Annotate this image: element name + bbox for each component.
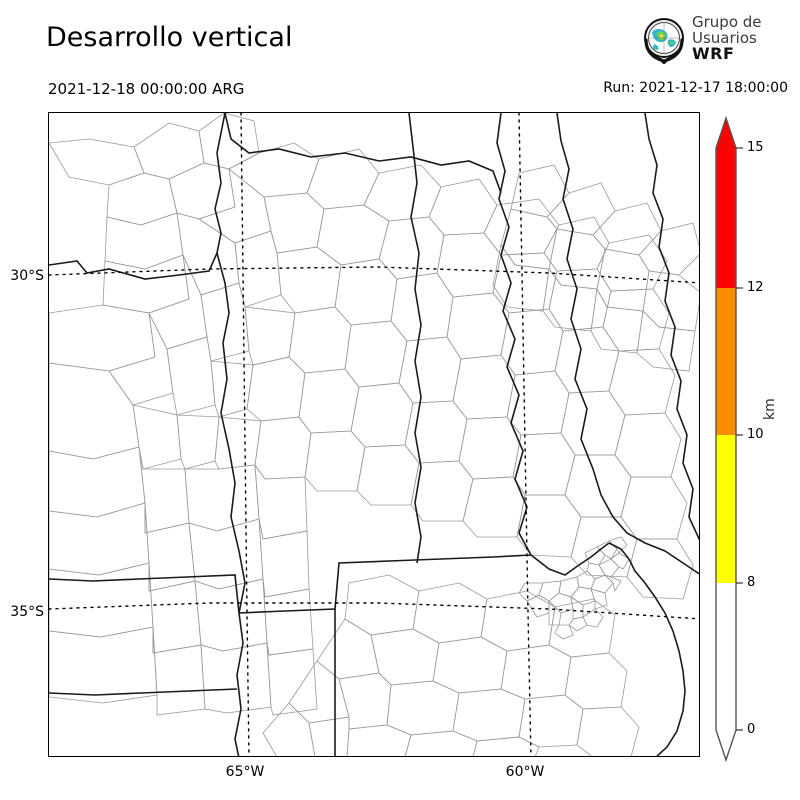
colorbar-units-label: km: [762, 398, 778, 420]
colorbar-band-red: [716, 148, 736, 288]
logo-text: Grupo de Usuarios WRF: [692, 14, 796, 66]
lon-label-60w: 60°W: [505, 764, 545, 780]
lat-label-35s: 35°S: [10, 604, 44, 620]
graticule: [49, 113, 699, 756]
wrf-user-group-logo: Grupo de Usuarios WRF: [640, 14, 796, 66]
logo-line-1: Grupo de: [692, 13, 762, 31]
logo-line-2: Usuarios: [692, 29, 757, 47]
map-canvas[interactable]: [48, 112, 700, 757]
colorbar-tick-10: 10: [747, 427, 764, 442]
lat-label-30s: 30°S: [10, 268, 44, 284]
valid-time-label: 2021-12-18 00:00:00 ARG: [48, 80, 245, 98]
logo-line-3: WRF: [692, 44, 735, 63]
gridline-lon-65w: [240, 113, 250, 756]
colorbar-ticks: [736, 147, 743, 731]
colorbar-band-yellow: [716, 435, 736, 583]
colorbar-tick-12: 12: [747, 280, 764, 295]
colorbar-extend-bottom: [716, 730, 736, 760]
globe-icon: [644, 18, 684, 64]
department-boundaries: [49, 113, 699, 756]
gridline-lat-35s: [49, 602, 699, 620]
colorbar-band-white: [716, 583, 736, 730]
colorbar-tick-15: 15: [747, 140, 764, 155]
map-vector-layer: [49, 113, 699, 756]
colorbar-graphic: [715, 115, 743, 763]
province-boundaries: [49, 113, 699, 756]
colorbar-tick-0: 0: [747, 722, 756, 737]
colorbar: 15 12 10 8 0: [712, 112, 798, 764]
run-time-label: Run: 2021-12-17 18:00:00: [603, 80, 788, 96]
lon-label-65w: 65°W: [225, 764, 265, 780]
colorbar-band-orange: [716, 288, 736, 435]
colorbar-extend-top: [716, 118, 736, 148]
gridline-lat-30s: [49, 266, 699, 284]
page-title: Desarrollo vertical: [46, 22, 293, 53]
gridline-lon-60w: [518, 113, 532, 756]
colorbar-tick-8: 8: [747, 575, 756, 590]
